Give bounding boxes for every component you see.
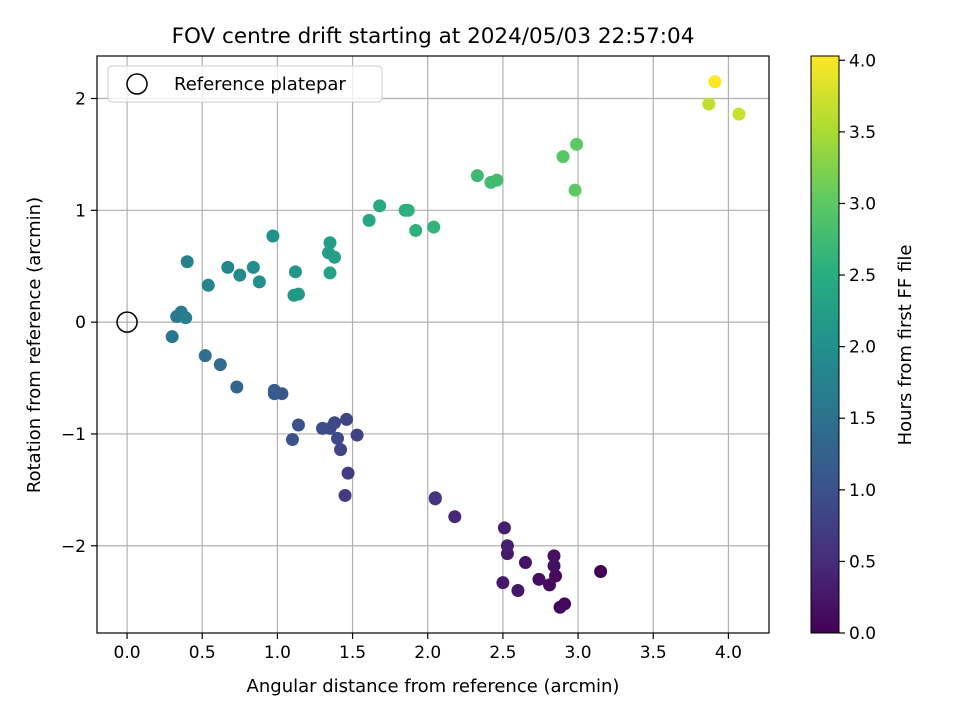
colorbar-tick-label: 3.5 <box>849 123 876 143</box>
y-tick-label: 2 <box>75 89 86 109</box>
data-point <box>427 220 441 234</box>
data-point <box>334 443 348 457</box>
data-point <box>409 223 423 237</box>
y-tick-label: −1 <box>61 425 86 445</box>
data-point <box>288 265 302 279</box>
data-point <box>570 137 584 151</box>
data-point <box>213 358 227 372</box>
data-point <box>500 539 514 553</box>
data-point <box>702 97 716 111</box>
colorbar-label: Hours from first FF file <box>895 245 916 446</box>
data-point <box>291 418 305 432</box>
colorbar-tick-label: 0.0 <box>849 624 876 644</box>
data-point <box>497 521 511 535</box>
x-tick-label: 4.0 <box>715 643 742 663</box>
x-tick-label: 0.5 <box>189 643 216 663</box>
data-point <box>568 183 582 197</box>
data-point <box>708 75 722 89</box>
data-point <box>470 169 484 183</box>
legend-entry-reference: Reference platepar <box>174 74 346 95</box>
colorbar-tick-label: 1.0 <box>849 481 876 501</box>
data-point <box>179 311 193 325</box>
legend: Reference platepar <box>107 65 383 103</box>
grid-lines <box>97 56 769 633</box>
data-point <box>341 466 355 480</box>
colorbar-tick-label: 4.0 <box>849 51 876 71</box>
y-axis-label: Rotation from reference (arcmin) <box>24 197 45 493</box>
data-point <box>373 199 387 213</box>
data-point <box>230 380 244 394</box>
data-point <box>252 275 266 289</box>
data-point <box>323 266 337 280</box>
data-point <box>285 433 299 447</box>
data-point <box>331 431 345 445</box>
data-point <box>180 255 194 269</box>
data-point <box>233 268 247 282</box>
colorbar <box>810 55 840 634</box>
colorbar-tick-label: 3.0 <box>849 194 876 214</box>
data-point <box>350 428 364 442</box>
data-point <box>221 260 235 274</box>
data-point <box>518 556 532 570</box>
data-point <box>266 229 280 243</box>
data-point <box>267 383 281 397</box>
x-tick-label: 3.0 <box>565 643 592 663</box>
colorbar-tick-label: 2.5 <box>849 266 876 286</box>
reference-marker-group <box>116 311 138 333</box>
x-tick-label: 0.0 <box>114 643 141 663</box>
data-points <box>165 75 746 614</box>
x-tick-label: 3.5 <box>640 643 667 663</box>
y-tick-label: −2 <box>61 537 86 557</box>
legend-box <box>107 65 383 103</box>
colorbar-tick-label: 1.5 <box>849 409 876 429</box>
data-point <box>328 250 342 264</box>
data-point <box>594 564 608 578</box>
legend-reference-marker <box>126 73 148 95</box>
data-point <box>490 173 504 187</box>
data-point <box>428 491 442 505</box>
data-point <box>338 488 352 502</box>
data-point <box>201 278 215 292</box>
data-point <box>496 576 510 590</box>
data-point <box>323 236 337 250</box>
data-point <box>165 330 179 344</box>
data-point <box>543 578 557 592</box>
data-point <box>291 287 305 301</box>
y-tick-label: 0 <box>75 313 86 333</box>
data-point <box>448 510 462 524</box>
data-point <box>198 349 212 363</box>
x-tick-label: 2.5 <box>489 643 516 663</box>
colorbar-tick-label: 0.5 <box>849 552 876 572</box>
data-point <box>246 260 260 274</box>
data-point <box>732 107 746 121</box>
data-point <box>547 549 561 563</box>
data-point <box>340 412 354 426</box>
x-tick-label: 1.5 <box>339 643 366 663</box>
data-point <box>558 597 572 611</box>
reference-platepar-marker <box>116 311 138 333</box>
data-point <box>362 213 376 227</box>
x-tick-label: 2.0 <box>414 643 441 663</box>
data-point <box>547 559 561 573</box>
data-point <box>532 572 546 586</box>
y-axis-ticks: −2 −1 0 1 2 <box>61 89 97 557</box>
colorbar-tick-label: 2.0 <box>849 338 876 358</box>
data-point <box>401 203 415 217</box>
x-axis-ticks: 0.0 0.5 1.0 1.5 2.0 2.5 3.0 3.5 4.0 <box>114 633 742 663</box>
x-tick-label: 1.0 <box>264 643 291 663</box>
data-point <box>556 150 570 164</box>
colorbar-ticks: 0.0 0.5 1.0 1.5 2.0 2.5 3.0 3.5 4.0 <box>839 51 876 644</box>
x-axis-label: Angular distance from reference (arcmin) <box>247 676 620 697</box>
data-point <box>511 584 525 598</box>
y-tick-label: 1 <box>75 201 86 221</box>
plot-frame <box>96 55 770 634</box>
data-point <box>316 421 330 435</box>
chart-title: FOV centre drift starting at 2024/05/03 … <box>172 24 695 49</box>
